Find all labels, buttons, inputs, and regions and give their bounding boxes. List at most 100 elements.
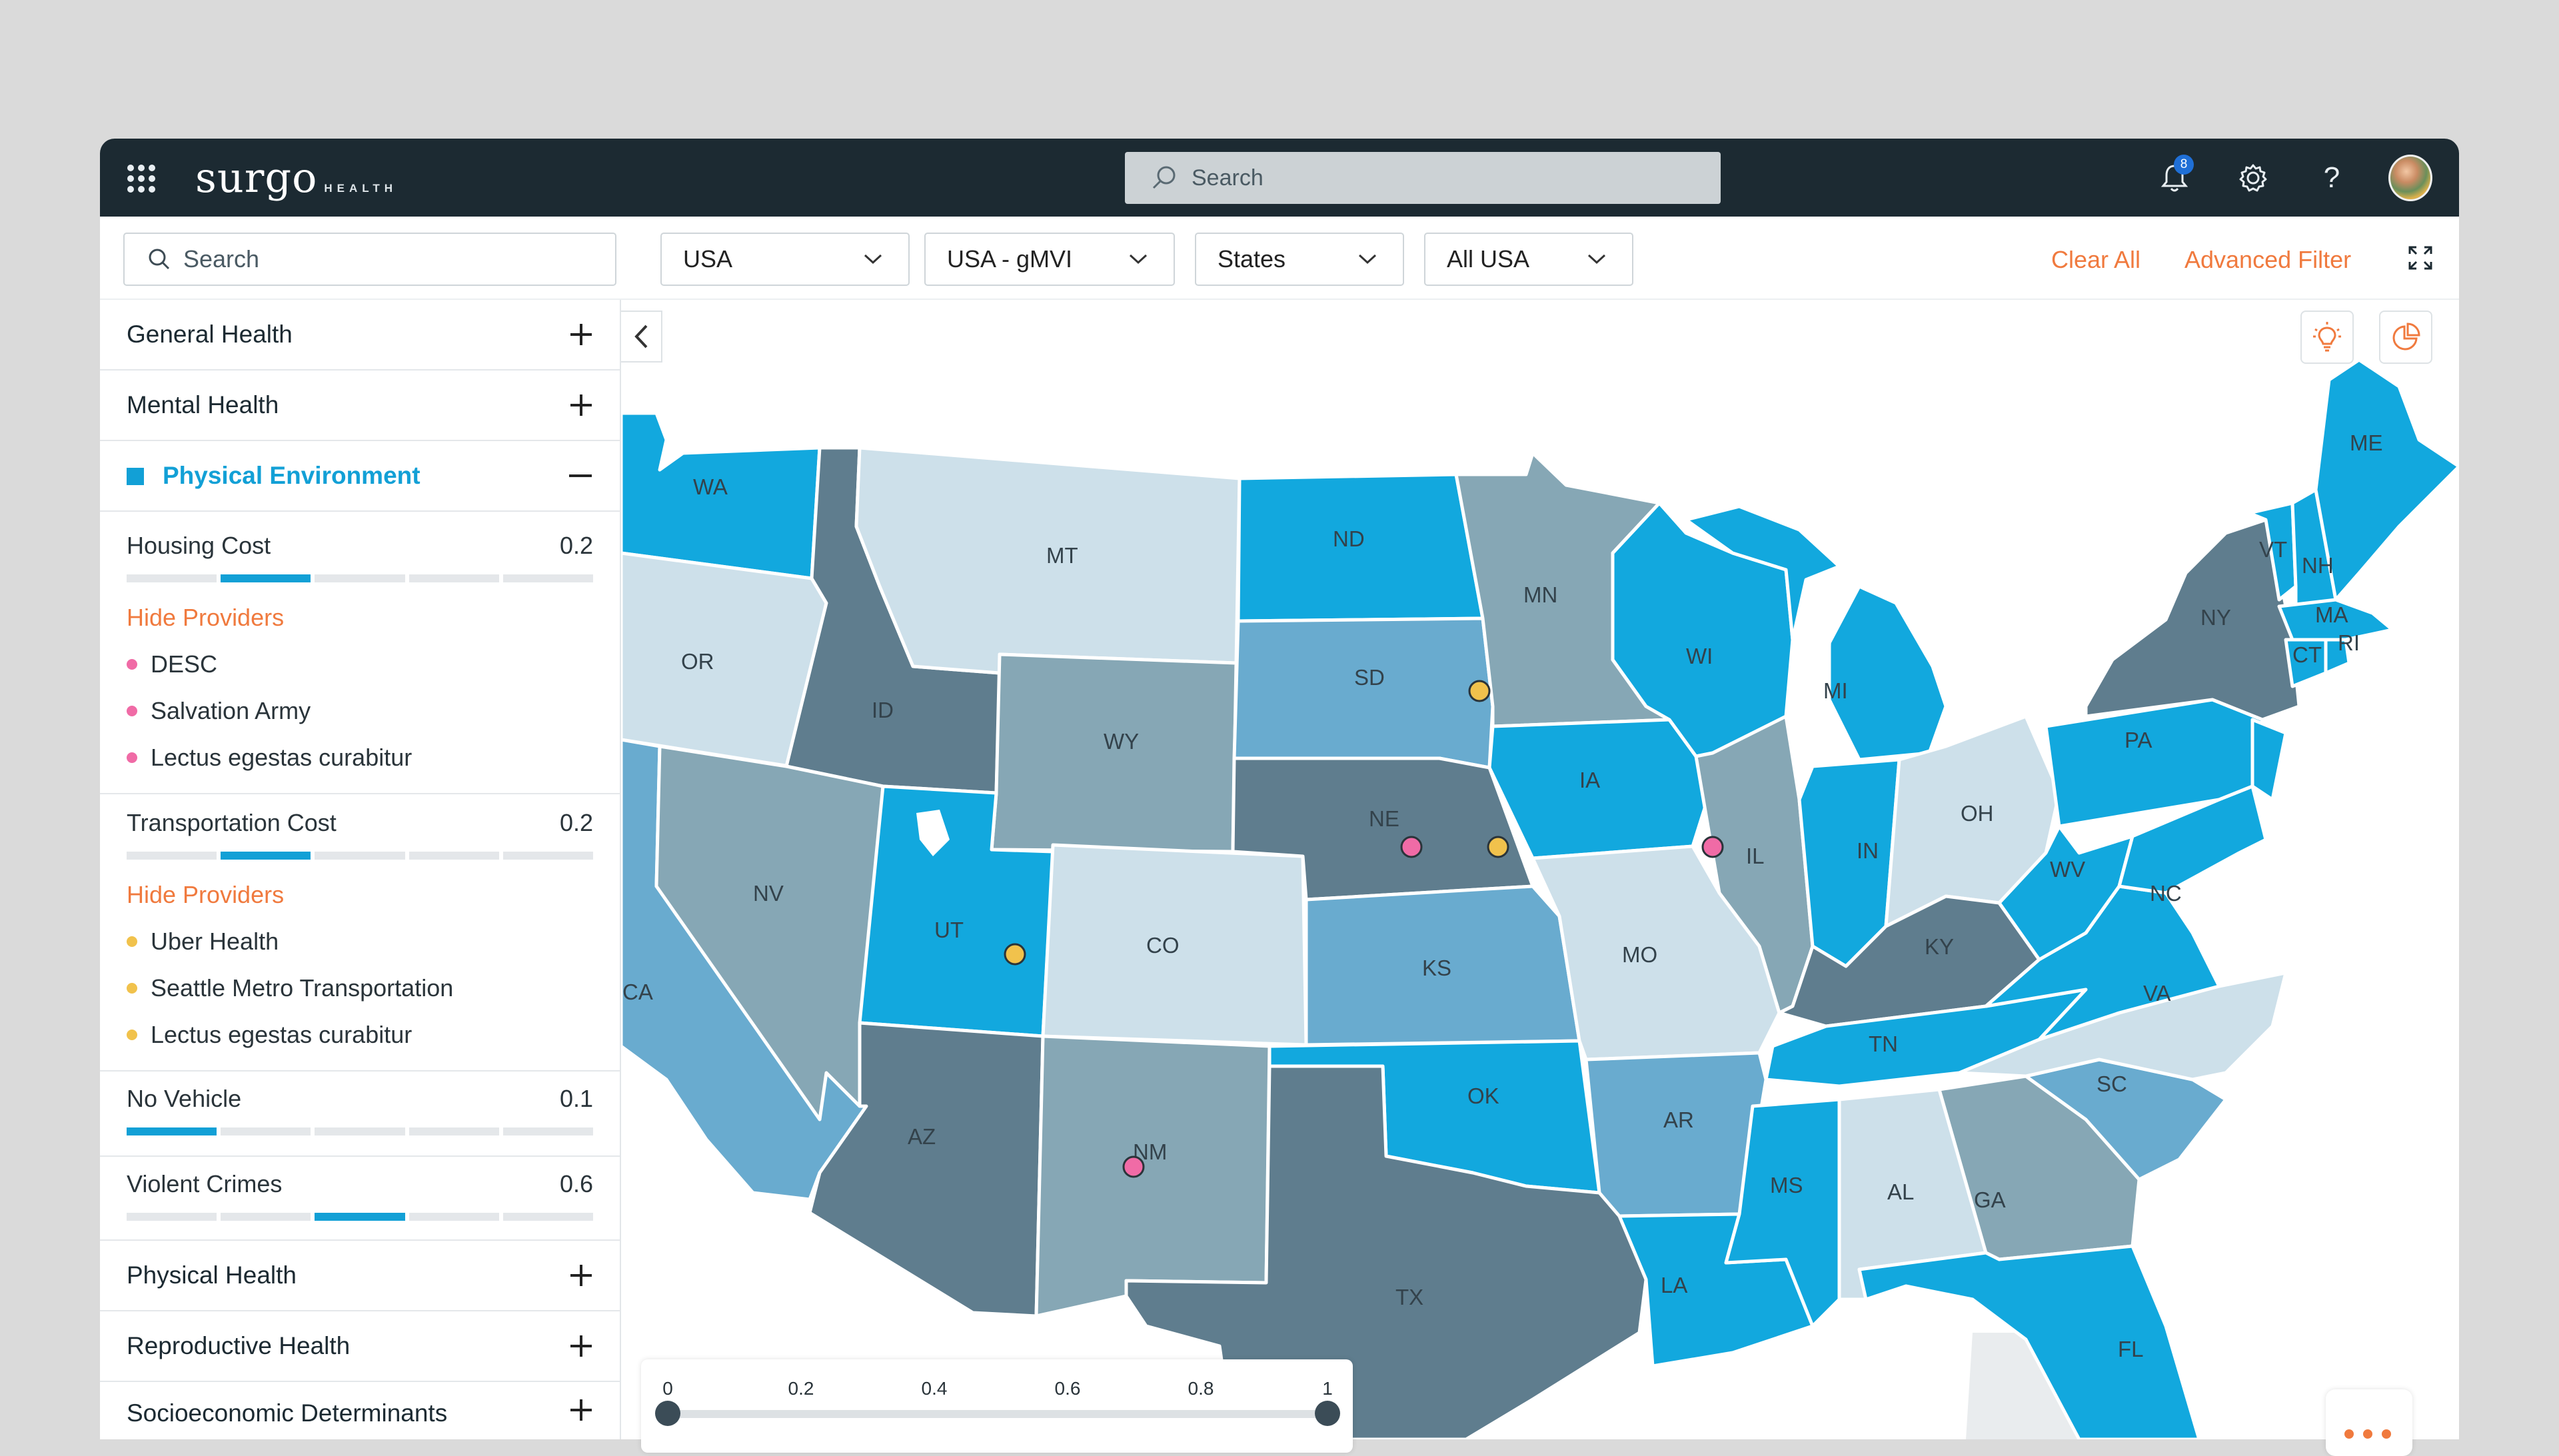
metric-label: Transportation Cost [127,809,337,836]
region-dropdown[interactable]: All USA [1424,233,1633,286]
region-dropdown-value: All USA [1447,245,1530,273]
metric-label: No Vehicle [127,1085,242,1112]
label-tx: TX [1395,1285,1423,1309]
provider-marker-yellow [1004,943,1026,966]
apps-grid-icon[interactable] [125,163,157,195]
metric-weight-slider[interactable] [127,574,594,582]
provider-item[interactable]: Lectus egestas curabitur [127,744,412,772]
label-mi: MI [1823,678,1848,703]
state-nj [2250,718,2288,802]
metric-value: 0.2 [559,809,593,836]
category-mental-health[interactable]: Mental Health [100,370,620,441]
label-ca: CA [622,980,653,1004]
more-options-button[interactable] [2326,1389,2412,1456]
provider-dot [127,1030,137,1040]
metric-housing-cost[interactable]: Housing Cost 0.2 [127,532,594,582]
category-reproductive-health[interactable]: Reproductive Health [100,1311,620,1382]
filter-bar: Search USA USA - gMVI States All USA Cle… [100,217,2459,300]
category-socioeconomic-determinants[interactable]: Socioeconomic Determinants [100,1382,620,1439]
category-label: General Health [127,321,293,348]
provider-markers[interactable] [1004,680,1724,1178]
clear-all-link[interactable]: Clear All [2051,246,2141,273]
country-dropdown[interactable]: USA [660,233,910,286]
minus-icon [569,474,592,477]
index-dropdown[interactable]: USA - gMVI [924,233,1175,286]
label-mn: MN [1523,582,1557,607]
provider-dot [127,983,137,994]
provider-item[interactable]: Seattle Metro Transportation [127,974,453,1002]
metric-no-vehicle[interactable]: No Vehicle 0.1 [127,1085,594,1135]
fullscreen-button[interactable] [2407,245,2434,275]
plus-icon [570,324,592,345]
category-general-health[interactable]: General Health [100,300,620,370]
user-menu-button[interactable] [2388,155,2432,201]
choropleth-map[interactable]: WA OR CA ID NV MT WY UT CO AZ NM ND SD N… [621,300,2459,1439]
metric-weight-slider[interactable] [127,1213,594,1221]
more-dots-icon [2382,1429,2391,1439]
state-md [2117,784,2268,895]
label-wv: WV [2050,857,2085,882]
metric-transportation-cost[interactable]: Transportation Cost 0.2 [127,809,594,860]
expand-icon [2408,246,2432,270]
chevron-down-icon [1129,254,1148,265]
legend-tick: 0.2 [788,1378,814,1399]
us-states-map[interactable]: WA OR CA ID NV MT WY UT CO AZ NM ND SD N… [621,300,2459,1439]
geography-level-dropdown[interactable]: States [1195,233,1404,286]
label-oh: OH [1961,801,1994,826]
divider [100,1155,620,1157]
map-legend[interactable]: 0 0.2 0.4 0.6 0.8 1 [641,1359,1353,1453]
legend-range-track[interactable] [668,1410,1334,1418]
collapse-sidebar-button[interactable] [621,311,662,363]
metric-violent-crimes[interactable]: Violent Crimes 0.6 [127,1170,594,1221]
settings-button[interactable] [2231,156,2275,200]
hide-providers-link[interactable]: Hide Providers [127,881,285,908]
provider-item[interactable]: Salvation Army [127,697,311,725]
legend-min-handle[interactable] [655,1401,680,1426]
chevron-down-icon [1587,254,1606,265]
category-color-swatch [127,468,144,485]
label-id: ID [872,698,894,722]
logo[interactable]: surgo HEALTH [195,153,397,202]
legend-tick: 1 [1322,1378,1333,1399]
category-physical-health[interactable]: Physical Health [100,1241,620,1311]
hide-providers-link[interactable]: Hide Providers [127,604,285,631]
state-mi [1684,504,1948,762]
metric-weight-slider[interactable] [127,852,594,860]
chevron-down-icon [1358,254,1377,265]
legend-tick: 0 [662,1378,673,1399]
metric-value: 0.6 [559,1170,593,1197]
label-al: AL [1887,1179,1914,1204]
provider-marker-pink [1701,836,1724,858]
provider-item[interactable]: Lectus egestas curabitur [127,1021,412,1049]
chart-view-button[interactable] [2379,311,2432,364]
provider-marker-pink [1400,836,1423,858]
provider-marker-yellow [1487,836,1509,858]
country-dropdown-value: USA [683,245,733,273]
category-physical-environment[interactable]: Physical Environment [100,441,620,512]
avatar [2388,155,2432,201]
label-wa: WA [693,474,728,499]
provider-item[interactable]: DESC [127,650,217,678]
divider [100,1070,620,1072]
state-tx [1124,1064,1648,1439]
label-wy: WY [1104,729,1139,754]
provider-dot [127,706,137,716]
global-search-input[interactable]: Search [1125,152,1721,204]
sidebar-search-input[interactable]: Search [123,233,616,286]
metric-weight-slider[interactable] [127,1127,594,1135]
state-labels: WA OR CA ID NV MT WY UT CO AZ NM ND SD N… [622,430,2383,1361]
metric-label: Housing Cost [127,532,271,559]
state-sd [1232,616,1495,770]
provider-name: Uber Health [151,928,279,955]
insights-button[interactable] [2300,311,2354,364]
state-nv [654,744,885,1121]
provider-item[interactable]: Uber Health [127,928,279,956]
label-ri: RI [2338,630,2360,655]
help-button[interactable]: ? [2310,156,2354,200]
top-navigation-bar: surgo HEALTH Search 8 ? [100,139,2459,217]
notifications-button[interactable]: 8 [2152,155,2196,200]
legend-max-handle[interactable] [1315,1401,1340,1426]
legend-tick: 0.6 [1054,1378,1081,1399]
advanced-filter-link[interactable]: Advanced Filter [2184,246,2352,273]
label-pa: PA [2125,728,2152,752]
